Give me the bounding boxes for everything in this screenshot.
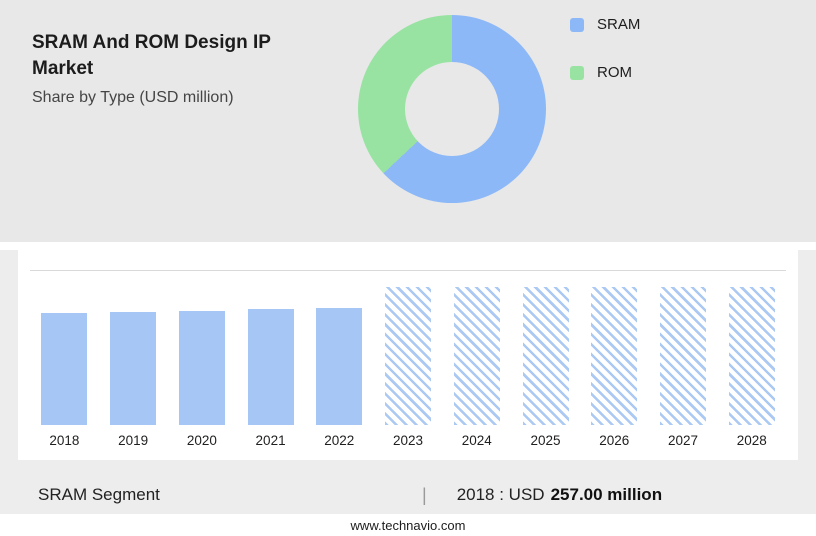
value-bar bbox=[110, 312, 157, 425]
x-axis-label: 2025 bbox=[530, 433, 561, 448]
legend-item: SRAM bbox=[570, 16, 640, 33]
forecast-bar bbox=[728, 287, 775, 425]
legend-swatch bbox=[570, 65, 584, 80]
legend-label: ROM bbox=[597, 64, 632, 81]
header-section: SRAM And ROM Design IP Market Share by T… bbox=[0, 0, 816, 242]
forecast-bar bbox=[453, 287, 500, 425]
bar-column bbox=[580, 287, 649, 425]
forecast-bar bbox=[385, 287, 432, 425]
x-axis-label: 2022 bbox=[324, 433, 355, 448]
value-bar bbox=[316, 308, 363, 425]
x-axis-labels: 2018 2019 2020 2021 2022 2023 2024 2025 2026 2027… bbox=[30, 433, 786, 448]
bar-column bbox=[511, 287, 580, 425]
bar-column bbox=[649, 287, 718, 425]
value-callout: | 2018 : USD 257.00 million bbox=[422, 476, 662, 514]
forecast-bar bbox=[659, 287, 706, 425]
value-bold: 257.00 million bbox=[550, 485, 663, 504]
forecast-bar bbox=[522, 287, 569, 425]
donut-chart bbox=[358, 15, 546, 203]
page-title: SRAM And ROM Design IP Market bbox=[32, 32, 271, 79]
bar-column bbox=[167, 311, 236, 425]
x-axis-label: 2028 bbox=[736, 433, 767, 448]
page-subtitle: Share by Type (USD million) bbox=[32, 89, 234, 107]
x-axis-label: 2027 bbox=[667, 433, 698, 448]
website-text: www.technavio.com bbox=[350, 517, 466, 533]
x-axis-label: 2018 bbox=[49, 433, 80, 448]
bar-column bbox=[374, 287, 443, 425]
bar-column bbox=[30, 313, 99, 425]
x-axis-label: 2019 bbox=[118, 433, 149, 448]
value-bar bbox=[178, 311, 225, 425]
x-axis-label: 2020 bbox=[186, 433, 217, 448]
bar-chart-panel: 2018 2019 2020 2021 2022 2023 2024 2025 2026 2027… bbox=[18, 250, 798, 460]
bar-column bbox=[305, 308, 374, 425]
bars-row bbox=[30, 285, 786, 425]
title-block: SRAM And ROM Design IP Market Share by T… bbox=[32, 30, 332, 107]
x-axis-label: 2023 bbox=[393, 433, 424, 448]
bar-column bbox=[236, 309, 305, 425]
footer-strip: SRAM Segment | 2018 : USD 257.00 million bbox=[0, 476, 816, 514]
separator-bar: | bbox=[422, 484, 427, 505]
legend-item: ROM bbox=[570, 64, 640, 81]
bar-chart-section: 2018 2019 2020 2021 2022 2023 2024 2025 2026 2027… bbox=[0, 250, 816, 476]
chart-legend: SRAM ROM bbox=[570, 16, 640, 112]
bar-column bbox=[99, 312, 168, 425]
x-axis-label: 2024 bbox=[461, 433, 492, 448]
top-gridline bbox=[30, 270, 786, 271]
value-bar bbox=[41, 313, 88, 425]
x-axis-label: 2021 bbox=[255, 433, 286, 448]
legend-swatch bbox=[570, 17, 584, 32]
x-axis-label: 2026 bbox=[599, 433, 630, 448]
bar-column bbox=[717, 287, 786, 425]
value-bar bbox=[247, 309, 294, 425]
site-bar: www.technavio.com bbox=[0, 514, 816, 536]
legend-label: SRAM bbox=[597, 16, 641, 33]
bar-column bbox=[442, 287, 511, 425]
segment-label: SRAM Segment bbox=[38, 485, 160, 504]
value-prefix: 2018 : USD bbox=[456, 485, 545, 504]
donut-hole bbox=[405, 62, 499, 156]
forecast-bar bbox=[591, 287, 638, 425]
